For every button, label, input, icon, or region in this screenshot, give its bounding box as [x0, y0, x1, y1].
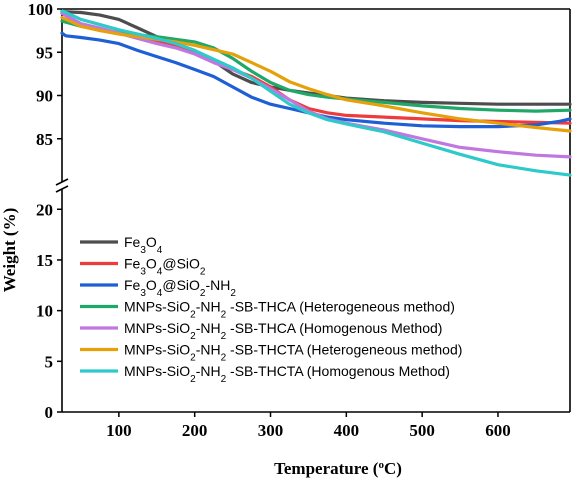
series-line-4	[60, 19, 572, 113]
y-tick-label: 5	[45, 352, 54, 371]
y-axis-title: Weight (%)	[0, 208, 19, 293]
y-tick-label: 15	[36, 251, 53, 270]
break-mark-lower	[55, 185, 69, 193]
y-tick-label: 85	[36, 130, 53, 149]
y-tick-label: 0	[45, 403, 54, 422]
legend-label-5: MNPs-SiO2-NH2 -SB-THCA (Homogenous Metho…	[124, 320, 442, 342]
plot-frame	[61, 8, 571, 413]
legend-label-6: MNPs-SiO2-NH2 -SB-THCTA (Heterogeneous m…	[124, 342, 462, 364]
y-tick-label: 20	[36, 200, 53, 219]
legend-label-3: Fe3O4@SiO2-NH2	[124, 277, 236, 299]
series-line-6	[60, 16, 572, 133]
x-axis-title-sup: o	[378, 459, 384, 471]
x-axis-title-pre: Temperature (	[274, 459, 379, 478]
legend-label-7: MNPs-SiO2-NH2 -SB-THCTA (Homogenous Meth…	[124, 363, 450, 385]
series-line-3	[60, 31, 572, 129]
x-tick-label: 300	[258, 421, 284, 440]
break-mark-upper	[55, 178, 69, 186]
y-tick-label: 10	[36, 302, 53, 321]
legend-label-4: MNPs-SiO2-NH2 -SB-THCA (Heterogeneous me…	[124, 299, 455, 321]
x-tick-label: 200	[182, 421, 208, 440]
legend: Fe3O4Fe3O4@SiO2Fe3O4@SiO2-NH2MNPs-SiO2-N…	[80, 234, 462, 385]
y-tick-label: 90	[36, 87, 53, 106]
x-axis-title-post: C)	[384, 459, 402, 478]
y-axis-ticks: 85 90 95 100 0 5 10 15 20	[28, 0, 62, 422]
x-tick-label: 600	[485, 421, 511, 440]
y-tick-label: 100	[28, 0, 54, 19]
legend-label-1: Fe3O4	[124, 234, 163, 256]
legend-label-2: Fe3O4@SiO2	[124, 256, 206, 278]
series-line-7	[60, 9, 572, 177]
x-axis-title: Temperature (oC)	[274, 459, 402, 478]
x-tick-label: 500	[409, 421, 435, 440]
x-tick-label: 100	[106, 421, 132, 440]
series-lines	[60, 9, 572, 177]
y-axis-break-mark	[55, 178, 69, 193]
x-axis-ticks: 100 200 300 400 500 600	[106, 412, 511, 440]
x-tick-label: 400	[334, 421, 360, 440]
y-tick-label: 95	[36, 43, 53, 62]
